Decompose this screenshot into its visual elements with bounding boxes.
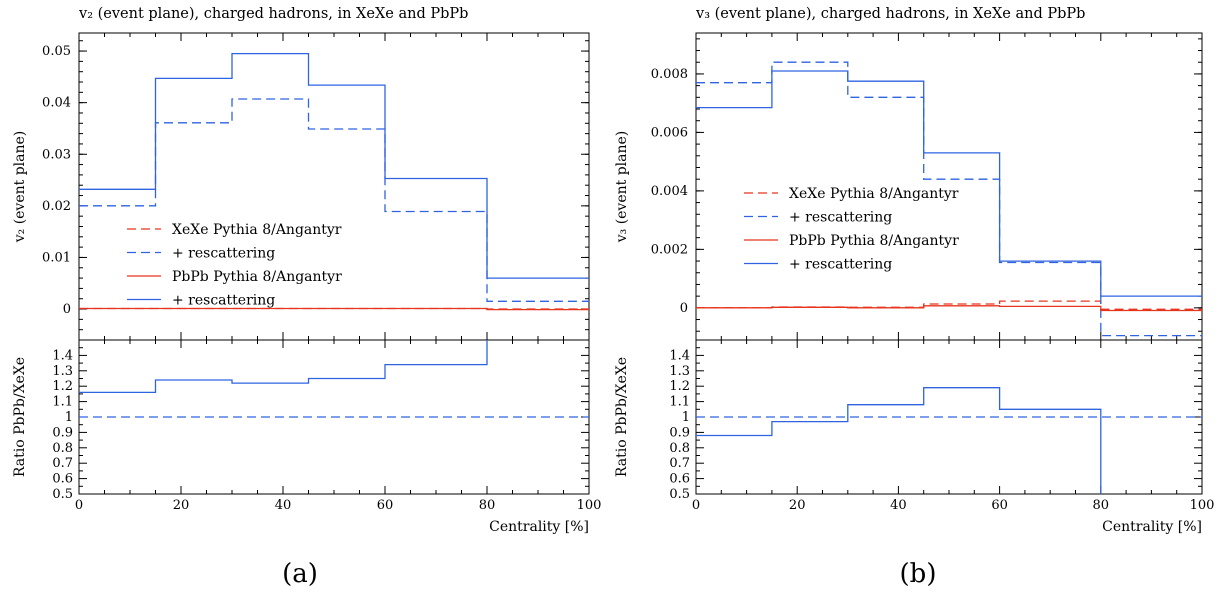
y-tick-label: 0 bbox=[680, 301, 688, 316]
legend-label-3: PbPb Pythia 8/Angantyr bbox=[172, 269, 342, 285]
y-tick-label: 0.008 bbox=[651, 67, 688, 82]
x-tick-label: 20 bbox=[173, 498, 190, 513]
ratio-y-tick-label: 1.1 bbox=[669, 395, 690, 410]
chart-panel-b: v₃ (event plane), charged hadrons, in Xe… bbox=[614, 6, 1214, 589]
chart-title: v₂ (event plane), charged hadrons, in Xe… bbox=[78, 6, 468, 22]
y-tick-label: 0 bbox=[63, 302, 71, 317]
x-tick-label: 60 bbox=[377, 498, 394, 513]
x-tick-label: 100 bbox=[1190, 498, 1215, 513]
x-tick-label: 0 bbox=[75, 498, 83, 513]
panel-caption: (a) bbox=[282, 559, 318, 589]
series-line-3 bbox=[696, 305, 1202, 312]
ratio-group bbox=[79, 340, 589, 418]
ratio-y-tick-label: 0.7 bbox=[52, 456, 73, 471]
x-tick-label: 80 bbox=[1093, 498, 1110, 513]
legend-label-4: + rescattering bbox=[172, 293, 275, 309]
ratio-y-tick-label: 1.3 bbox=[669, 364, 690, 379]
x-axis-label: Centrality [%] bbox=[1102, 519, 1202, 535]
x-tick-label: 80 bbox=[479, 498, 496, 513]
x-tick-label: 100 bbox=[577, 498, 602, 513]
ratio-y-tick-label: 0.9 bbox=[669, 425, 690, 440]
series-line-4 bbox=[79, 52, 589, 279]
ratio-line bbox=[696, 387, 1102, 494]
legend-label-2: + rescattering bbox=[789, 210, 892, 226]
x-axis-label: Centrality [%] bbox=[489, 519, 589, 535]
ratio-y-tick-label: 1 bbox=[65, 410, 73, 425]
ratio-y-tick-label: 1.1 bbox=[52, 395, 73, 410]
ratio-y-tick-label: 0.6 bbox=[669, 472, 690, 487]
x-tick-label: 60 bbox=[991, 498, 1008, 513]
y-tick-label: 0.006 bbox=[651, 125, 688, 140]
legend-label-1: XeXe Pythia 8/Angantyr bbox=[789, 186, 959, 202]
y-axis-label: v₂ (event plane) bbox=[12, 131, 28, 244]
y-axis-label: v₃ (event plane) bbox=[614, 131, 630, 244]
x-tick-label: 40 bbox=[890, 498, 907, 513]
x-tick-label: 20 bbox=[789, 498, 806, 513]
chart-panel-a: v₂ (event plane), charged hadrons, in Xe… bbox=[12, 6, 601, 589]
ratio-group bbox=[696, 387, 1202, 494]
y-tick-label: 0.04 bbox=[42, 96, 71, 111]
ratio-y-axis-label: Ratio PbPb/XeXe bbox=[614, 357, 630, 477]
ratio-y-tick-label: 1.3 bbox=[52, 364, 73, 379]
legend-label-4: + rescattering bbox=[789, 257, 892, 273]
ratio-y-tick-label: 0.5 bbox=[669, 487, 690, 502]
ratio-y-tick-label: 0.6 bbox=[52, 472, 73, 487]
y-tick-label: 0.03 bbox=[42, 147, 71, 162]
chart-title: v₃ (event plane), charged hadrons, in Xe… bbox=[695, 6, 1085, 22]
x-tick-label: 40 bbox=[275, 498, 292, 513]
legend-label-2: + rescattering bbox=[172, 246, 275, 262]
ratio-y-tick-label: 1.4 bbox=[52, 348, 73, 363]
ratio-y-tick-label: 0.8 bbox=[52, 441, 73, 456]
y-tick-label: 0.002 bbox=[651, 242, 688, 257]
x-tick-label: 0 bbox=[692, 498, 700, 513]
series-group bbox=[79, 52, 589, 311]
ratio-y-tick-label: 1 bbox=[682, 410, 690, 425]
ratio-y-tick-label: 1.2 bbox=[669, 379, 690, 394]
panel-caption: (b) bbox=[900, 559, 937, 589]
series-line-3 bbox=[79, 307, 589, 311]
y-tick-label: 0.02 bbox=[42, 199, 71, 214]
ratio-line bbox=[79, 340, 488, 394]
ratio-y-tick-label: 0.5 bbox=[52, 487, 73, 502]
legend: XeXe Pythia 8/Angantyr + rescattering PbPb… bbox=[127, 222, 342, 309]
y-tick-label: 0.05 bbox=[42, 44, 71, 59]
y-tick-label: 0.01 bbox=[42, 250, 71, 265]
ratio-y-axis-label: Ratio PbPb/XeXe bbox=[12, 357, 28, 477]
ratio-y-tick-label: 1.4 bbox=[669, 348, 690, 363]
y-tick-label: 0.004 bbox=[651, 184, 688, 199]
ratio-y-tick-label: 1.2 bbox=[52, 379, 73, 394]
legend: XeXe Pythia 8/Angantyr + rescattering PbPb… bbox=[744, 186, 959, 273]
legend-label-1: XeXe Pythia 8/Angantyr bbox=[172, 222, 342, 238]
series-group bbox=[696, 61, 1202, 337]
ratio-y-tick-label: 0.8 bbox=[669, 441, 690, 456]
legend-label-3: PbPb Pythia 8/Angantyr bbox=[789, 233, 959, 249]
ratio-y-tick-label: 0.7 bbox=[669, 456, 690, 471]
series-line-4 bbox=[696, 70, 1202, 297]
ratio-y-tick-label: 0.9 bbox=[52, 425, 73, 440]
